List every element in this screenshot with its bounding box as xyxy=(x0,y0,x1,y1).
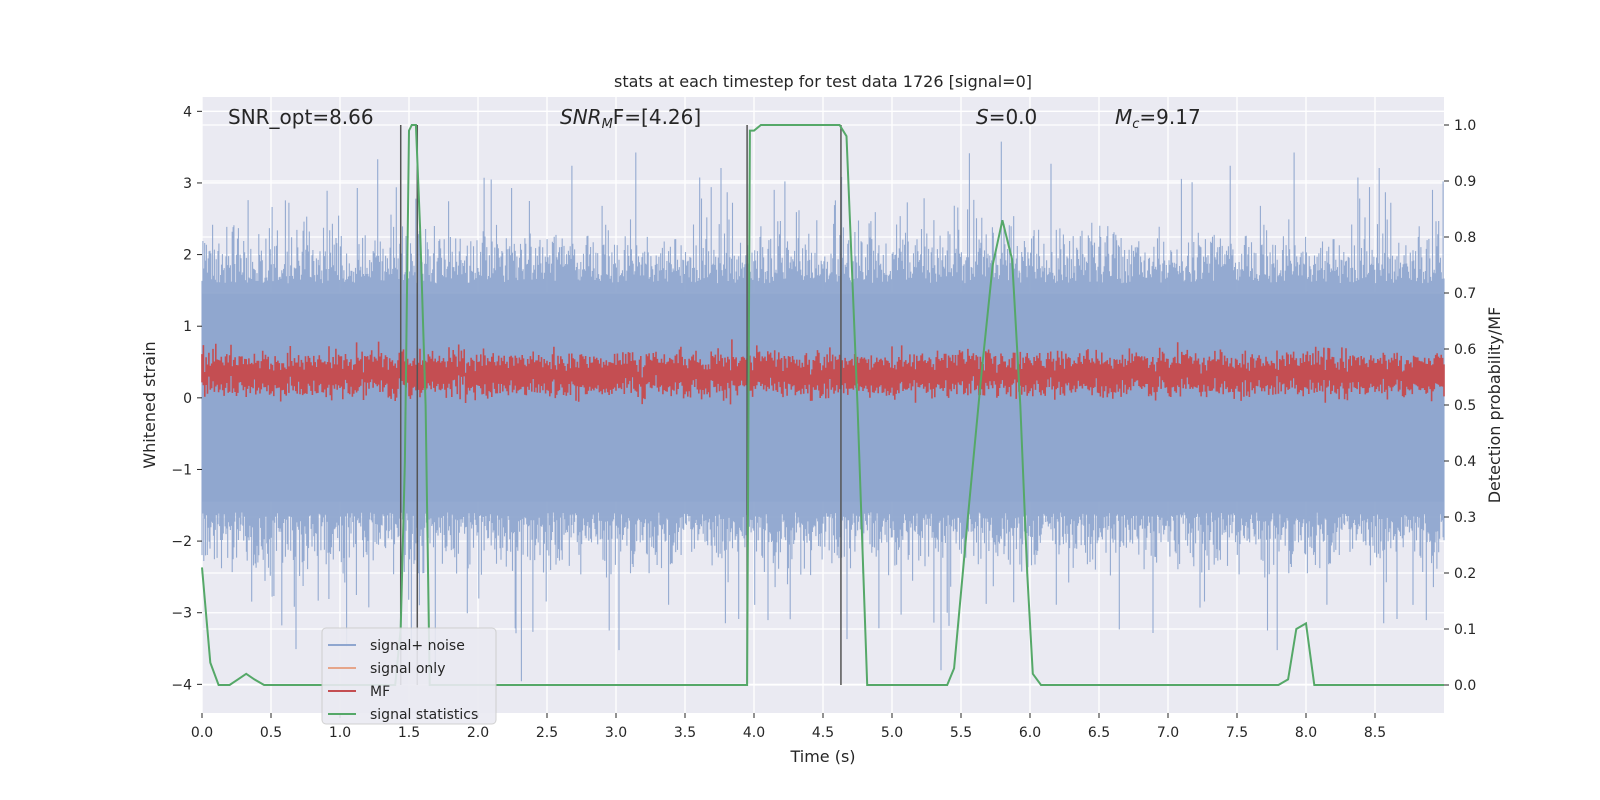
legend-label: signal statistics xyxy=(370,707,478,723)
x-tick-label: 6.0 xyxy=(1019,725,1041,741)
mc-sub: c xyxy=(1132,117,1139,132)
y-right-tick-label: 0.4 xyxy=(1454,454,1476,470)
y-left-tick-label: 2 xyxy=(183,248,192,264)
mc-main: M xyxy=(1115,105,1132,129)
y-left-tick-label: 4 xyxy=(183,104,192,120)
legend-box xyxy=(321,627,497,725)
x-tick-label: 3.0 xyxy=(605,725,627,741)
x-tick-label: 7.5 xyxy=(1226,725,1248,741)
series-mf xyxy=(201,339,1445,405)
y-left-tick-label: −4 xyxy=(171,677,192,693)
series-signal-plus-noise xyxy=(201,141,1445,682)
annotation-snr-mf: SNRMF=[4.26] xyxy=(560,105,701,132)
legend-label: MF xyxy=(370,684,390,700)
s-rest: =0.0 xyxy=(989,105,1038,129)
x-axis-label: Time (s) xyxy=(789,747,855,766)
y-right-tick-label: 0.6 xyxy=(1454,342,1476,358)
x-tick-label: 6.5 xyxy=(1088,725,1110,741)
x-tick-label: 2.0 xyxy=(467,725,489,741)
y-left-tick-label: 3 xyxy=(183,176,192,192)
y-right-tick-label: 0.9 xyxy=(1454,174,1476,190)
x-tick-label: 1.5 xyxy=(398,725,420,741)
y-axis-label-left: Whitened strain xyxy=(140,341,159,468)
y-right-tick-label: 0.8 xyxy=(1454,230,1476,246)
x-tick-label: 8.5 xyxy=(1364,725,1386,741)
y-right-tick-label: 0.7 xyxy=(1454,286,1476,302)
y-right-tick-label: 0.3 xyxy=(1454,510,1476,526)
x-tick-label: 7.0 xyxy=(1157,725,1179,741)
axis-ticks: 0.0 0.5 1.0 1.5 2.0 2.5 3.0 3.5 4.0 4.5 5.0 5.5 6.0 6… xyxy=(171,104,1476,741)
y-left-tick-label: −2 xyxy=(171,534,192,550)
x-tick-label: 3.5 xyxy=(674,725,696,741)
y-right-tick-label: 1.0 xyxy=(1454,118,1476,134)
x-tick-label: 0.0 xyxy=(191,725,213,741)
mc-rest: =9.17 xyxy=(1139,105,1200,129)
y-axis-label-right: Detection probability/MF xyxy=(1485,307,1504,504)
x-tick-label: 4.0 xyxy=(743,725,765,741)
annotation-snr-opt: SNR_opt=8.66 xyxy=(228,105,374,129)
y-right-tick-label: 0.0 xyxy=(1454,678,1476,694)
y-right-tick-label: 0.5 xyxy=(1454,398,1476,414)
snr-mf-sub: M xyxy=(602,117,613,132)
snr-mf-main: SNR xyxy=(560,105,602,129)
y-left-tick-label: −3 xyxy=(171,606,192,622)
s-italic: S xyxy=(976,105,989,129)
legend-label: signal+ noise xyxy=(370,638,465,654)
y-right-tick-label: 0.2 xyxy=(1454,566,1476,582)
y-right-tick-label: 0.1 xyxy=(1454,622,1476,638)
y-left-tick-label: −1 xyxy=(171,462,192,478)
x-tick-label: 0.5 xyxy=(260,725,282,741)
signal-plus-noise-core xyxy=(202,293,1444,502)
snr-mf-rest: F=[4.26] xyxy=(613,105,701,129)
x-tick-label: 5.0 xyxy=(881,725,903,741)
annotation-s: S=0.0 xyxy=(976,105,1037,129)
x-tick-label: 5.5 xyxy=(950,725,972,741)
annotation-mc: Mc=9.17 xyxy=(1115,105,1201,132)
x-tick-label: 4.5 xyxy=(812,725,834,741)
legend: signal+ noise signal only MF signal statist… xyxy=(321,627,497,725)
x-tick-label: 2.5 xyxy=(536,725,558,741)
y-left-tick-label: 0 xyxy=(183,391,192,407)
y-left-tick-label: 1 xyxy=(183,319,192,335)
legend-label: signal only xyxy=(370,661,445,677)
x-tick-label: 8.0 xyxy=(1295,725,1317,741)
mf-trace xyxy=(201,339,1445,405)
chart-title: stats at each timestep for test data 172… xyxy=(614,72,1032,91)
x-tick-label: 1.0 xyxy=(329,725,351,741)
